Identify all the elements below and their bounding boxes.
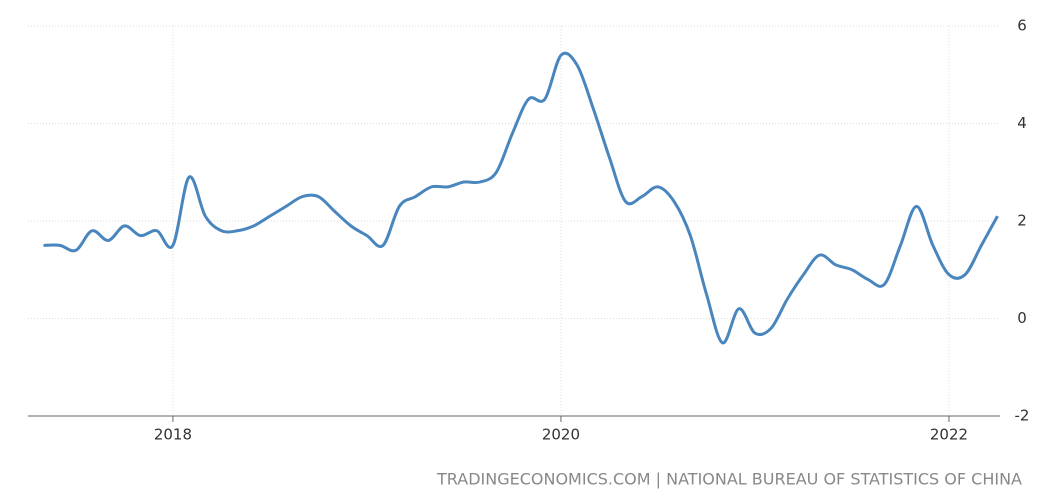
x-tick-label: 2018	[154, 426, 192, 444]
y-tick-label: 6	[1017, 17, 1027, 35]
y-tick-label: -2	[1015, 407, 1030, 425]
x-tick-label: 2022	[930, 426, 968, 444]
source: TRADINGECONOMICS.COM | NATIONAL BUREAU O…	[436, 470, 1022, 489]
x-tick-label: 2020	[542, 426, 580, 444]
data-line	[43, 51, 999, 345]
y-tick-label: 4	[1017, 114, 1027, 132]
y-tick-label: 0	[1017, 309, 1027, 327]
y-tick-label: 2	[1017, 212, 1027, 230]
